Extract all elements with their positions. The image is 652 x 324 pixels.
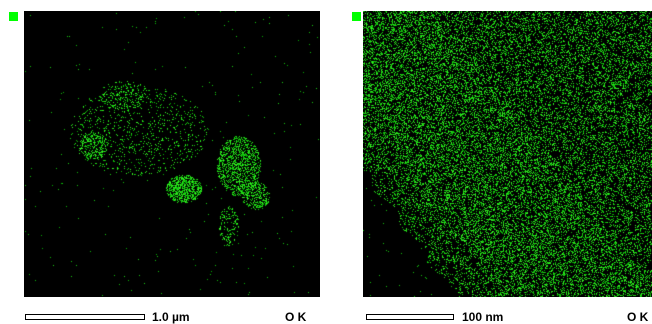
oxygen-map-image [24,11,320,297]
element-label: O K [285,310,307,324]
scale-bar [366,314,454,320]
scale-label: 1.0 µm [152,310,190,324]
oxygen-map-image [363,11,652,297]
scale-bar [25,314,145,320]
scale-label: 100 nm [462,310,504,324]
element-label: O K [627,310,649,324]
color-marker-icon [352,12,361,21]
color-marker-icon [9,12,18,21]
